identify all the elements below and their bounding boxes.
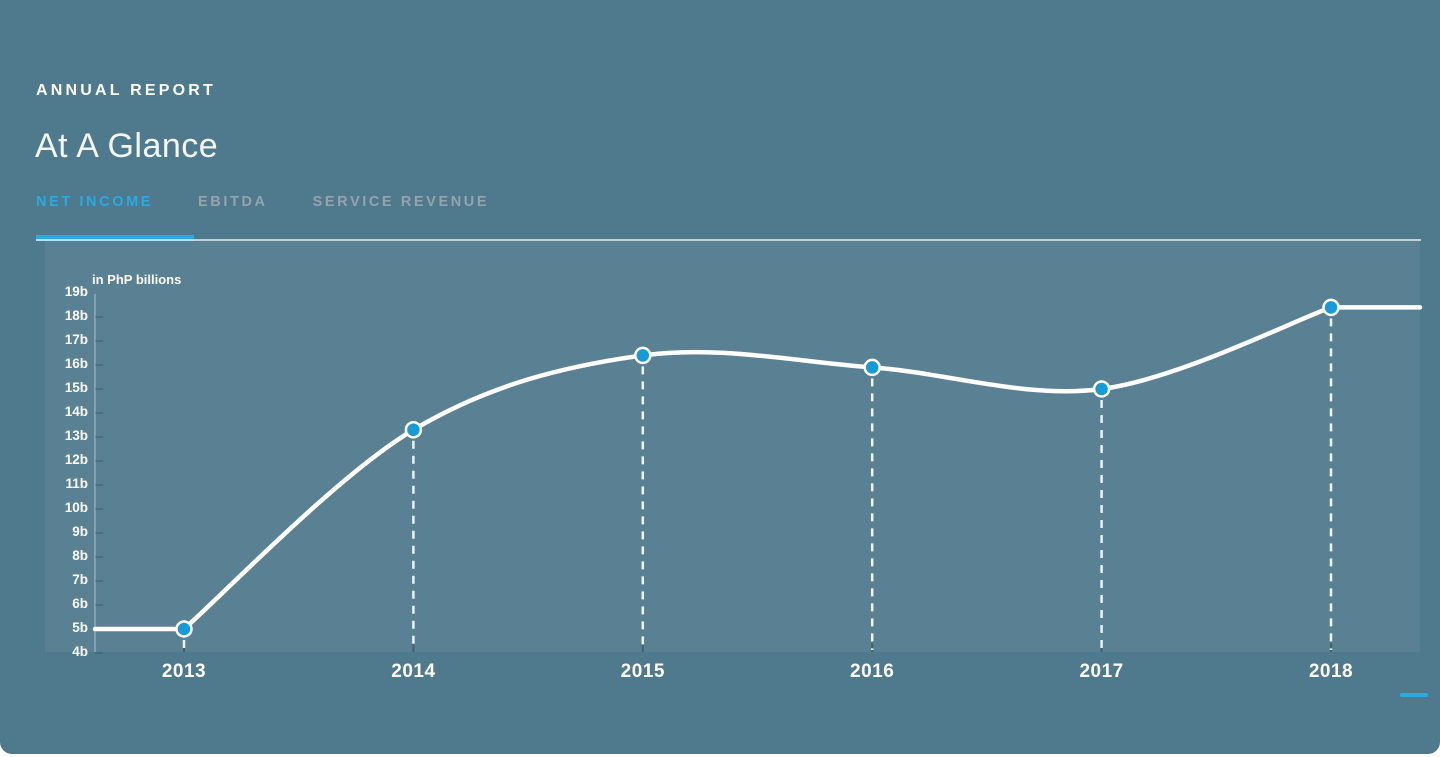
- x-axis-year-label: 2015: [620, 661, 665, 682]
- x-axis-year-label: 2016: [850, 661, 895, 682]
- y-axis-tick-label: 16b: [64, 356, 88, 371]
- y-axis-tick-label: 4b: [72, 644, 88, 659]
- y-axis-tick-label: 13b: [64, 428, 88, 443]
- tabs-divider: [36, 239, 1421, 241]
- data-point-2015[interactable]: [634, 346, 652, 365]
- chart-plot-area: [45, 241, 1420, 652]
- data-point-2014[interactable]: [404, 421, 423, 439]
- net-income-line: [92, 305, 1423, 632]
- x-axis-year-label: 2018: [1308, 661, 1354, 682]
- data-point-2017[interactable]: [1092, 380, 1111, 398]
- y-axis-tick-label: 7b: [72, 572, 88, 587]
- y-axis-tick-label: 8b: [72, 548, 88, 563]
- tab-ebitda[interactable]: EBITDA: [198, 194, 268, 210]
- y-axis-tick-label: 15b: [64, 380, 88, 395]
- y-axis-ticks: [95, 316, 103, 654]
- chart-tabs: NET INCOME EBITDA SERVICE REVENUE: [36, 194, 489, 210]
- page-title: At A Glance: [35, 127, 219, 165]
- y-axis-tick-label: 14b: [64, 404, 88, 419]
- active-tab-indicator: [36, 235, 194, 241]
- y-axis-tick-label: 17b: [64, 332, 88, 347]
- x-axis-year-label: 2017: [1079, 661, 1124, 682]
- tab-service-revenue[interactable]: SERVICE REVENUE: [312, 194, 490, 210]
- y-axis-tick-label: 19b: [64, 284, 88, 299]
- marker-droplines: [182, 318, 1333, 650]
- y-axis-tick-label: 10b: [64, 500, 88, 515]
- x-axis-year-label: 2013: [161, 661, 207, 682]
- data-point-2013[interactable]: [175, 620, 193, 638]
- x-axis-ticks: [183, 643, 1332, 652]
- y-axis-tick-label: 12b: [64, 452, 88, 467]
- data-point-2016[interactable]: [863, 358, 881, 377]
- y-axis-tick-label: 5b: [72, 620, 88, 635]
- y-axis-tick-label: 18b: [64, 308, 88, 323]
- data-point-markers: [175, 298, 1340, 638]
- y-axis-tick-label: 6b: [72, 596, 88, 611]
- annual-report-label: ANNUAL REPORT: [36, 82, 216, 99]
- tab-net-income[interactable]: NET INCOME: [36, 194, 154, 210]
- blue-dash-indicator: [1400, 693, 1428, 697]
- data-point-2018[interactable]: [1322, 298, 1340, 317]
- y-axis-unit-label: in PhP billions: [92, 272, 182, 287]
- y-axis-tick-label: 9b: [72, 524, 88, 539]
- x-axis-year-label: 2014: [391, 661, 436, 682]
- y-axis-tick-label: 11b: [65, 476, 88, 491]
